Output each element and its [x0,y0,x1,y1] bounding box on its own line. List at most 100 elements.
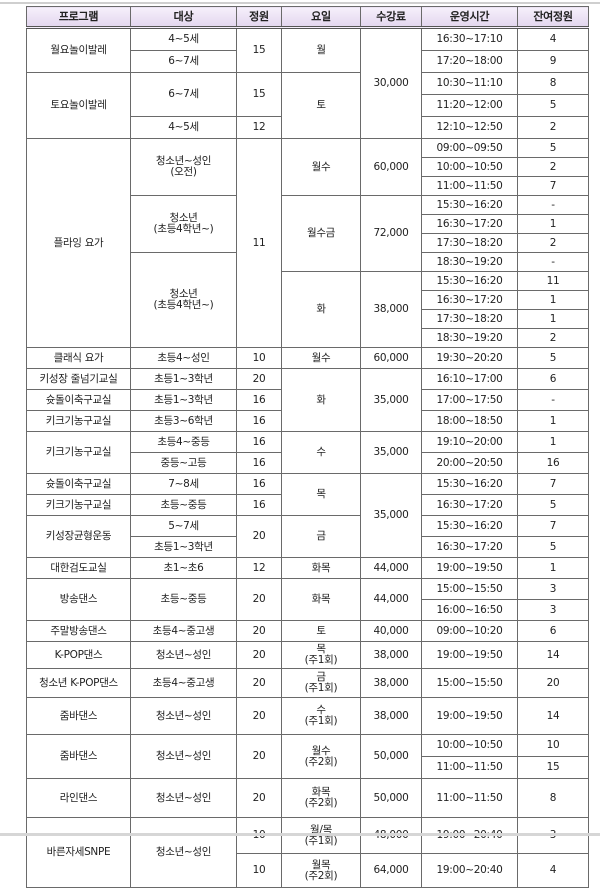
capacity-cell: 20 [236,778,282,818]
day-cell: 토 [281,72,361,139]
day-cell: 월 [281,27,361,73]
time-cell: 15:00~15:50 [421,668,518,698]
table-row: 클래식 요가 초등4~성인 10 월수 60,000 19:30~20:20 5 [26,347,589,369]
day-cell: 화 [281,271,361,348]
remaining-cell: 11 [517,271,589,291]
table-row: 줌바댄스 청소년~성인 20 수 (주1회) 38,000 19:00~19:5… [26,697,589,735]
table-row: 10:00~10:50 2 [27,157,589,177]
fee-cell: 44,000 [360,578,422,621]
time-cell: 16:30~17:20 [421,494,518,516]
program-schedule-table: 프로그램 대상 정원 요일 수강료 운영시간 잔여정원 월요놀이발레 4~5세 … [26,6,589,888]
fee-cell: 35,000 [360,431,422,474]
remaining-cell: 16 [517,452,589,474]
table-row: 줌바댄스 청소년~성인 20 월수 (주2회) 50,000 10:00~10:… [26,734,589,779]
remaining-cell: 6 [517,620,589,642]
day-cell: 금 [281,515,361,558]
time-cell: 11:00~11:50 [421,756,518,779]
time-cell: 09:00~10:20 [421,620,518,642]
day-cell: 화목 (주2회) [281,778,361,818]
target-cell: 5~7세 [130,515,237,537]
fee-cell: 40,000 [360,620,422,642]
program-cell: 바른자세SNPE [26,817,131,888]
remaining-cell: 4 [517,853,589,888]
capacity-cell: 12 [236,557,282,579]
table-row: 6~7세 17:20~18:00 9 [27,50,589,73]
fee-cell: 60,000 [360,138,422,196]
remaining-cell: 3 [517,578,589,600]
capacity-cell: 20 [236,734,282,779]
capacity-cell: 20 [236,641,282,669]
table-row: 슛돌이축구교실 7~8세 16 목 35,000 15:30~16:20 7 [26,473,589,558]
time-cell: 16:30~17:20 [421,214,518,234]
remaining-cell: 5 [517,536,589,558]
program-cell: 플라잉 요가 [26,138,131,348]
remaining-cell: 4 [517,27,589,51]
fee-cell: 38,000 [360,641,422,669]
remaining-cell: 9 [517,50,589,73]
table-row: 청소년 K-POP댄스 초등4~중고생 20 금 (주1회) 38,000 15… [26,668,589,698]
table-row: 슛돌이축구교실 초등1~3학년 16 17:00~17:50 - [26,389,589,411]
header-fee: 수강료 [360,6,422,29]
capacity-cell: 20 [236,697,282,735]
time-cell: 19:30~20:20 [421,347,518,369]
day-cell: 화목 [281,578,361,621]
time-cell: 16:10~17:00 [421,368,518,390]
target-cell: 초1~초6 [130,557,237,579]
table-row: 방송댄스 초등~중등 20 화목 44,000 15:00~15:50 3 [26,578,589,621]
target-cell: 초등4~중고생 [130,620,237,642]
time-cell: 20:00~20:50 [421,452,518,474]
day-cell: 화 [281,368,361,432]
target-cell: 초등4~성인 [130,347,237,369]
remaining-cell: 7 [517,473,589,495]
program-cell: 키성장 줄넘기교실 [26,368,131,390]
table-row: 플라잉 요가 청소년~성인 (오전) 11 월수 60,000 09:00~09… [26,138,589,348]
target-cell: 7~8세 [130,473,237,495]
remaining-cell: 8 [517,778,589,818]
capacity-cell: 10 [236,853,282,888]
time-cell: 18:30~19:20 [421,328,518,348]
header-capacity: 정원 [236,6,282,29]
time-cell: 18:00~18:50 [421,410,518,432]
fee-cell: 38,000 [360,668,422,698]
remaining-cell: 1 [517,214,589,234]
time-cell: 19:00~20:40 [421,853,518,888]
day-cell: 화목 [281,557,361,579]
time-cell: 10:00~10:50 [421,157,518,177]
table-row: 17:30~18:20 1 [27,309,589,329]
program-cell: 슛돌이축구교실 [26,473,131,495]
target-cell: 초등4~중고생 [130,668,237,698]
remaining-cell: 14 [517,641,589,669]
time-cell: 19:10~20:00 [421,431,518,453]
target-cell: 6~7세 [130,72,237,117]
remaining-cell: 15 [517,756,589,779]
header-target: 대상 [130,6,237,29]
target-cell: 6~7세 [130,50,237,73]
remaining-cell: 2 [517,328,589,348]
remaining-cell: 1 [517,557,589,579]
time-cell: 17:30~18:20 [421,233,518,253]
target-cell: 중등~고등 [130,452,237,474]
day-cell: 수 (주1회) [281,697,361,735]
remaining-cell: - [517,195,589,215]
remaining-cell: 7 [517,515,589,537]
time-cell: 15:30~16:20 [421,473,518,495]
fee-cell: 35,000 [360,368,422,432]
remaining-cell: 2 [517,233,589,253]
fee-cell: 44,000 [360,557,422,579]
top-divider [0,2,600,4]
target-cell: 초등4~중등 [130,431,237,453]
capacity-cell: 20 [236,368,282,390]
table-header-row: 프로그램 대상 정원 요일 수강료 운영시간 잔여정원 [26,6,589,29]
table-row: 키성장균형운동 5~7세 20 금 15:30~16:20 7 [26,515,589,558]
remaining-cell: 7 [517,176,589,196]
remaining-cell: 6 [517,368,589,390]
program-cell: 월요놀이발레 [26,27,131,73]
remaining-cell: 5 [517,347,589,369]
program-cell: 주말방송댄스 [26,620,131,642]
program-cell: 줌바댄스 [26,734,131,779]
table-row: 월요놀이발레 4~5세 15 월 30,000 16:30~17:10 4 [26,27,589,139]
time-cell: 17:20~18:00 [421,50,518,73]
target-cell: 초등~중등 [130,494,237,516]
program-cell: 슛돌이축구교실 [26,389,131,411]
capacity-cell: 16 [236,389,282,411]
